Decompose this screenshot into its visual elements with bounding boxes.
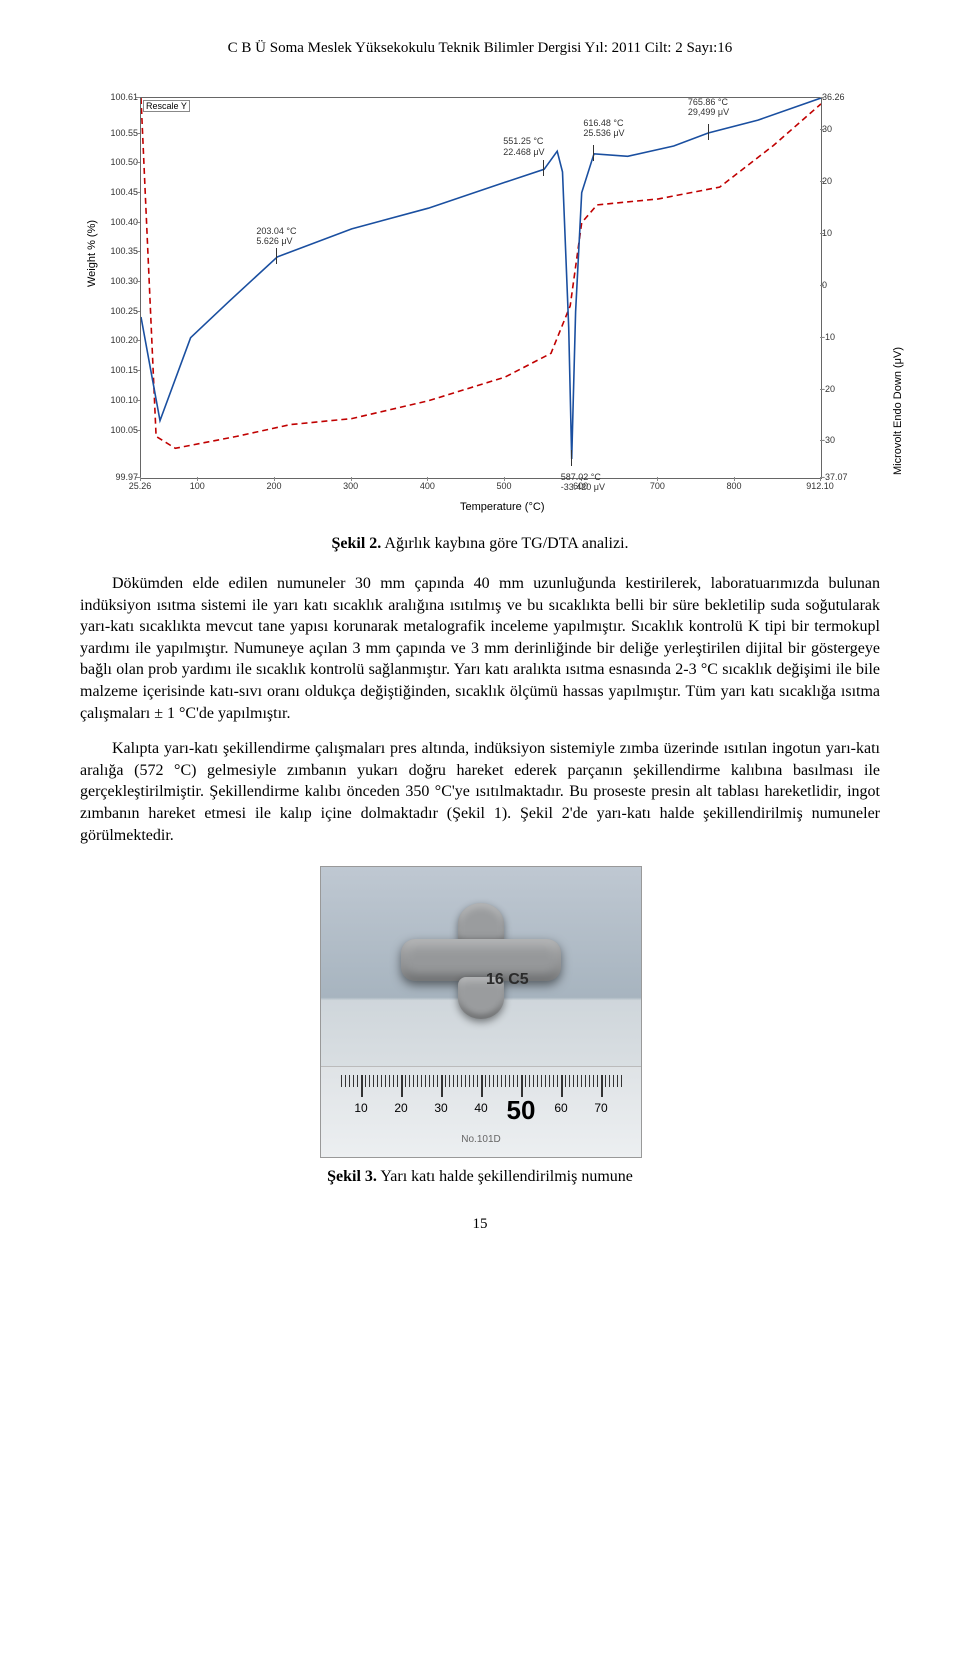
ruler-number: 60 [554,1101,567,1115]
chart-annotation: 765.86 °C29,499 μV [688,97,729,118]
ruler-number: 50 [507,1095,536,1126]
y-left-tick: 100.05 [110,425,138,435]
ruler-number: 40 [474,1101,487,1115]
figure-2-label: Şekil 2. [331,535,381,552]
chart-annotation: 587.02 °C-33.420 μV [561,472,605,493]
ruler-number: 20 [394,1101,407,1115]
y-right-tick: 0 [822,280,850,290]
y-left-tick: 100.50 [110,157,138,167]
y-left-tick: 100.45 [110,187,138,197]
figure-3-caption: Şekil 3. Yarı katı halde şekillendirilmi… [80,1168,880,1186]
y-left-tick: 100.15 [110,365,138,375]
chart-annotation: 616.48 °C25.536 μV [583,118,624,139]
y-right-tick: -10 [822,332,850,342]
y-right-tick: 20 [822,176,850,186]
x-tick: 200 [259,481,289,491]
figure-2-text: Ağırlık kaybına göre TG/DTA analizi. [384,535,628,552]
y-left-tick: 100.25 [110,306,138,316]
y-left-tick: 100.61 [110,92,138,102]
x-tick: 700 [642,481,672,491]
y-left-tick: 100.35 [110,246,138,256]
y-left-tick: 100.10 [110,395,138,405]
ruler-model: No.101D [321,1134,641,1145]
chart-annotation: 203.04 °C5.626 μV [256,226,296,247]
ruler-number: 70 [594,1101,607,1115]
paragraph-2: Kalıpta yarı-katı şekillendirme çalışmal… [80,738,880,846]
paragraph-1: Dökümden elde edilen numuneler 30 mm çap… [80,573,880,724]
tg-dta-chart: Rescale Y Weight % (%) Microvolt Endo Do… [80,87,880,517]
y-left-tick: 100.55 [110,128,138,138]
x-tick: 500 [489,481,519,491]
cast-specimen: 16 C5 [376,897,586,1027]
figure-2-caption: Şekil 2. Ağırlık kaybına göre TG/DTA ana… [80,535,880,553]
figure-3-text: Yarı katı halde şekillendirilmiş numune [380,1168,633,1185]
x-tick: 100 [182,481,212,491]
specimen-mark: 16 C5 [486,971,529,989]
y-right-axis-label: Microvolt Endo Down (μV) [892,347,904,475]
page-number: 15 [80,1216,880,1233]
y-right-tick: 10 [822,228,850,238]
chart-annotation: 551.25 °C22.468 μV [503,136,544,157]
y-right-tick: 30 [822,124,850,134]
specimen-photo: 16 C5 10 20 30 40 50 60 70 No.101D [320,866,640,1158]
x-axis-label: Temperature (°C) [460,501,544,513]
ruler-number: 30 [434,1101,447,1115]
ruler-number: 10 [354,1101,367,1115]
y-left-tick: 100.20 [110,335,138,345]
x-tick: 400 [412,481,442,491]
y-right-tick: -30 [822,435,850,445]
figure-3-label: Şekil 3. [327,1168,377,1185]
y-right-tick: -20 [822,384,850,394]
y-left-tick: 100.30 [110,276,138,286]
x-tick: 912.10 [805,481,835,491]
y-left-axis-label: Weight % (%) [86,220,98,287]
y-left-tick: 100.40 [110,217,138,227]
journal-header: C B Ü Soma Meslek Yüksekokulu Teknik Bil… [80,40,880,57]
x-tick: 300 [336,481,366,491]
x-tick: 25.26 [125,481,155,491]
ruler: 10 20 30 40 50 60 70 No.101D [321,1066,641,1157]
x-tick: 800 [719,481,749,491]
y-right-tick: 36.26 [822,92,850,102]
